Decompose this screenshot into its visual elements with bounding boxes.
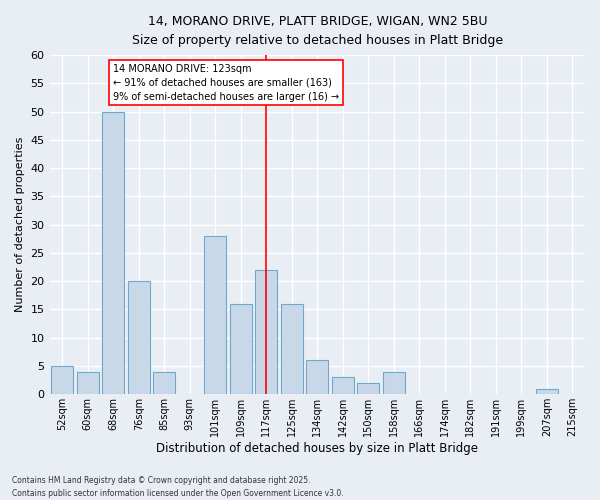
Text: Contains HM Land Registry data © Crown copyright and database right 2025.
Contai: Contains HM Land Registry data © Crown c…: [12, 476, 344, 498]
Bar: [77, 372, 98, 394]
Bar: [103, 112, 124, 395]
Bar: [128, 281, 149, 394]
Bar: [332, 378, 353, 394]
Bar: [358, 383, 379, 394]
Y-axis label: Number of detached properties: Number of detached properties: [15, 137, 25, 312]
Bar: [281, 304, 302, 394]
Bar: [52, 366, 73, 394]
Bar: [383, 372, 404, 394]
Bar: [307, 360, 328, 394]
X-axis label: Distribution of detached houses by size in Platt Bridge: Distribution of detached houses by size …: [156, 442, 478, 455]
Text: 14 MORANO DRIVE: 123sqm
← 91% of detached houses are smaller (163)
9% of semi-de: 14 MORANO DRIVE: 123sqm ← 91% of detache…: [113, 64, 340, 102]
Bar: [536, 388, 557, 394]
Title: 14, MORANO DRIVE, PLATT BRIDGE, WIGAN, WN2 5BU
Size of property relative to deta: 14, MORANO DRIVE, PLATT BRIDGE, WIGAN, W…: [132, 15, 503, 47]
Bar: [230, 304, 251, 394]
Bar: [205, 236, 226, 394]
Bar: [154, 372, 175, 394]
Bar: [256, 270, 277, 394]
